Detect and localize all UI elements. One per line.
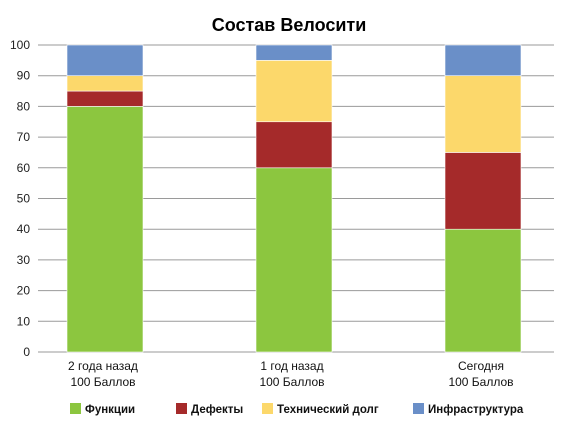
x-category-label: 1 год назад bbox=[260, 359, 323, 373]
y-tick-label: 10 bbox=[17, 314, 31, 328]
y-tick-label: 100 bbox=[10, 38, 30, 52]
bar-segment bbox=[444, 44, 522, 77]
y-tick-label: 20 bbox=[17, 284, 31, 298]
x-category-label: 2 года назад bbox=[68, 359, 138, 373]
bars bbox=[66, 44, 522, 353]
y-tick-label: 80 bbox=[17, 99, 31, 113]
y-tick-label: 40 bbox=[17, 222, 31, 236]
bar-segment bbox=[444, 228, 522, 353]
y-tick-label: 50 bbox=[17, 192, 31, 206]
bar-segment bbox=[444, 152, 522, 230]
y-tick-label: 60 bbox=[17, 161, 31, 175]
legend-label: Инфраструктура bbox=[428, 404, 524, 416]
bar-segment bbox=[66, 75, 144, 92]
chart-title: Состав Велосити bbox=[212, 15, 367, 35]
bar-segment bbox=[66, 90, 144, 107]
bar-segment bbox=[444, 75, 522, 153]
legend-label: Дефекты bbox=[191, 404, 243, 416]
bar-segment bbox=[255, 60, 333, 123]
legend-label: Технический долг bbox=[277, 404, 379, 416]
legend-swatch bbox=[413, 403, 424, 414]
bar-segment bbox=[255, 44, 333, 61]
x-axis-labels: 2 года назад 100 Баллов 1 год назад 100 Бал… bbox=[68, 359, 513, 389]
bar-segment bbox=[255, 121, 333, 169]
x-category-label: 100 Баллов bbox=[448, 375, 513, 389]
legend-swatch bbox=[70, 403, 81, 414]
x-category-label: 100 Баллов bbox=[259, 375, 324, 389]
y-axis: 0 10 20 30 40 50 60 70 80 90 100 bbox=[10, 38, 30, 359]
legend-label: Функции bbox=[85, 404, 135, 416]
y-tick-label: 90 bbox=[17, 69, 31, 83]
bar-segment bbox=[255, 167, 333, 353]
y-tick-label: 0 bbox=[23, 345, 30, 359]
bar-segment bbox=[66, 44, 144, 77]
y-tick-label: 30 bbox=[17, 253, 31, 267]
legend-swatch bbox=[262, 403, 273, 414]
bar-segment bbox=[66, 106, 144, 353]
y-tick-label: 70 bbox=[17, 130, 31, 144]
x-category-label: 100 Баллов bbox=[70, 375, 135, 389]
x-category-label: Сегодня bbox=[458, 359, 504, 373]
legend: Функции Дефекты Технический долг Инфраструк… bbox=[70, 403, 524, 416]
legend-swatch bbox=[176, 403, 187, 414]
